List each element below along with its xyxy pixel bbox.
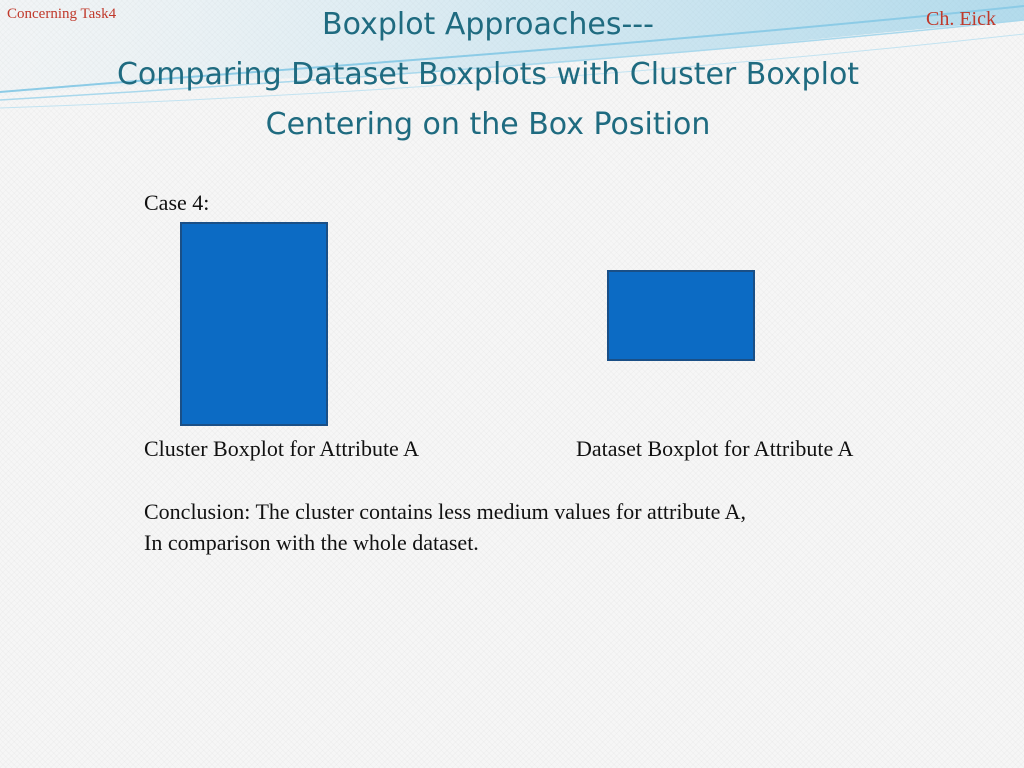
dataset-boxplot-caption: Dataset Boxplot for Attribute A xyxy=(576,436,854,461)
corner-note-left: Concerning Task4 xyxy=(7,6,117,22)
conclusion-text: Conclusion: The cluster contains less me… xyxy=(144,496,746,558)
slide-title: Boxplot Approaches--- Comparing Dataset … xyxy=(0,0,976,150)
cluster-boxplot-box xyxy=(180,222,328,426)
conclusion-line-2: In comparison with the whole dataset. xyxy=(144,530,479,555)
author-name: Ch. Eick xyxy=(926,8,996,30)
title-line-3: Centering on the Box Position xyxy=(265,107,711,142)
conclusion-line-1: Conclusion: The cluster contains less me… xyxy=(144,499,747,524)
cluster-boxplot-caption: Cluster Boxplot for Attribute A xyxy=(144,436,419,461)
dataset-boxplot-box xyxy=(607,270,755,361)
case-label: Case 4: xyxy=(144,190,210,215)
header-swoosh-decoration xyxy=(0,0,1024,109)
title-line-1: Boxplot Approaches--- xyxy=(322,7,654,42)
title-line-2: Comparing Dataset Boxplots with Cluster … xyxy=(116,57,860,92)
